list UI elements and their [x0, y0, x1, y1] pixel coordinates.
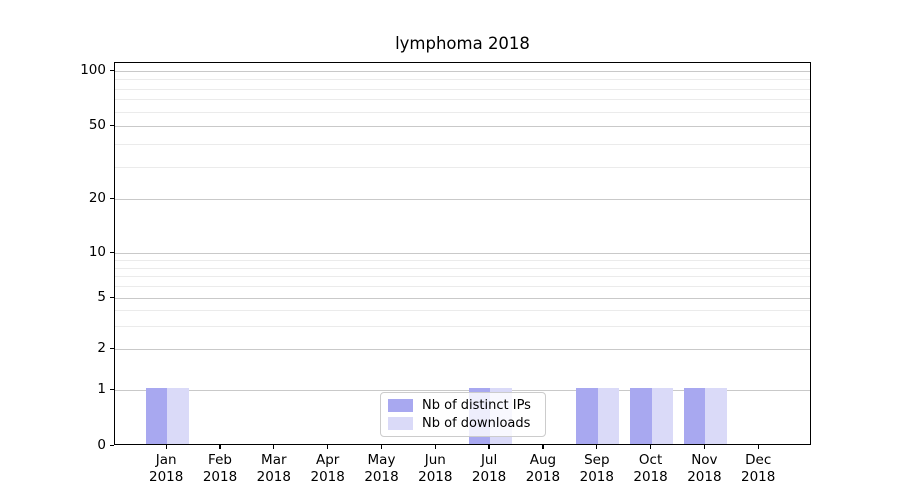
x-tick-label-may: May 2018: [364, 452, 399, 485]
bar-downloads-nov: [705, 388, 727, 444]
x-tick-label-aug: Aug 2018: [525, 452, 561, 485]
plot-area: Nb of distinct IPs Nb of downloads: [114, 62, 811, 445]
legend-swatch-downloads: [388, 417, 413, 430]
x-tick-label-mar: Mar 2018: [256, 452, 291, 485]
x-tick-oct: [649, 445, 652, 449]
chart-title: lymphoma 2018: [395, 34, 530, 53]
y-gridline-major-2: [115, 349, 810, 350]
y-gridline-minor-8: [115, 267, 810, 269]
bar-downloads-jan: [167, 388, 189, 444]
x-tick-feb: [219, 445, 221, 449]
y-tick-label-1: 1: [97, 381, 106, 397]
legend-label-downloads: Nb of downloads: [422, 416, 531, 431]
y-tick-100: [110, 69, 114, 71]
x-tick-label-apr: Apr 2018: [310, 452, 345, 485]
x-tick-label-jun: Jun 2018: [418, 452, 453, 485]
x-tick-mar: [273, 445, 275, 449]
y-gridline-major-1: [115, 390, 810, 391]
y-gridline-major-100: [115, 71, 810, 72]
x-tick-aug: [542, 445, 544, 449]
legend-swatch-distinct-ips: [388, 399, 413, 412]
x-tick-nov: [703, 445, 706, 449]
x-tick-label-dec: Dec 2018: [741, 452, 776, 485]
bar-downloads-oct: [651, 388, 674, 444]
x-tick-jan: [165, 445, 167, 449]
x-tick-label-oct: Oct 2018: [633, 452, 668, 485]
bar-distinct-ips-oct: [630, 388, 652, 444]
y-gridline-major-50: [115, 126, 810, 127]
y-gridline-minor-60: [115, 111, 810, 113]
y-tick-0: [110, 444, 114, 446]
x-tick-label-sep: Sep 2018: [579, 452, 614, 485]
x-tick-apr: [327, 445, 329, 449]
y-tick-label-5: 5: [97, 289, 106, 305]
legend-item-distinct-ips: Nb of distinct IPs: [388, 398, 538, 413]
bar-distinct-ips-sep: [576, 388, 598, 444]
x-tick-label-jan: Jan 2018: [149, 452, 184, 485]
x-tick-jul: [488, 445, 490, 449]
y-tick-label-10: 10: [88, 244, 106, 260]
y-gridline-major-5: [115, 298, 810, 299]
y-tick-50: [110, 124, 114, 126]
bar-downloads-sep: [597, 388, 620, 444]
y-tick-20: [110, 197, 114, 199]
y-tick-1: [110, 388, 114, 390]
x-tick-may: [380, 445, 383, 449]
y-tick-label-2: 2: [97, 340, 106, 356]
bar-distinct-ips-jan: [145, 388, 168, 444]
y-gridline-major-10: [115, 253, 810, 254]
y-gridline-minor-80: [115, 88, 810, 90]
x-tick-sep: [596, 445, 598, 449]
x-tick-label-feb: Feb 2018: [202, 452, 238, 485]
x-tick-label-nov: Nov 2018: [687, 452, 722, 485]
y-gridline-minor-4: [115, 310, 810, 312]
y-tick-2: [110, 347, 114, 349]
y-gridline-minor-70: [115, 99, 810, 101]
x-tick-dec: [757, 445, 759, 449]
legend-item-downloads: Nb of downloads: [388, 416, 538, 431]
y-gridline-minor-6: [115, 286, 810, 288]
legend-label-distinct-ips: Nb of distinct IPs: [422, 398, 531, 413]
legend: Nb of distinct IPs Nb of downloads: [380, 392, 546, 437]
y-gridline-minor-30: [115, 166, 810, 168]
y-gridline-major-20: [115, 199, 810, 200]
y-tick-label-100: 100: [80, 62, 106, 78]
y-gridline-minor-40: [115, 143, 810, 145]
bar-distinct-ips-nov: [683, 388, 706, 444]
y-tick-5: [110, 296, 114, 298]
y-tick-10: [110, 251, 114, 253]
y-gridline-minor-3: [115, 326, 810, 328]
y-gridline-minor-9: [115, 259, 810, 261]
y-gridline-minor-7: [115, 276, 810, 278]
y-tick-label-0: 0: [97, 437, 106, 453]
y-gridline-minor-90: [115, 79, 810, 81]
x-tick-label-jul: Jul 2018: [471, 452, 507, 485]
x-tick-jun: [434, 445, 436, 449]
y-tick-label-50: 50: [88, 117, 106, 133]
y-tick-label-20: 20: [88, 190, 106, 206]
